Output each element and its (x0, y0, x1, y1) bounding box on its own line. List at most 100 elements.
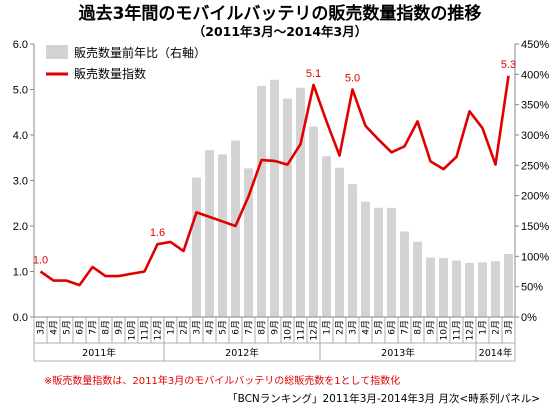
month-label-34: 1月 (478, 320, 489, 335)
bar-24 (348, 184, 357, 317)
month-label-3: 6月 (75, 320, 86, 335)
month-label-12: 3月 (192, 320, 203, 335)
index-line (39, 75, 510, 287)
bar-27 (387, 207, 396, 317)
month-label-20: 11月 (296, 320, 307, 340)
month-label-30: 9月 (426, 320, 437, 335)
month-label-15: 6月 (231, 320, 242, 335)
right-tick-label-0: 0% (521, 312, 537, 324)
year-label-1: 2012年 (225, 347, 259, 359)
month-label-36: 3月 (504, 320, 515, 335)
bar-14 (218, 154, 227, 317)
month-label-9: 12月 (153, 320, 164, 340)
month-label-28: 7月 (400, 320, 411, 335)
left-tick-label-2: 2.0 (13, 221, 28, 233)
legend: 販売数量前年比（右軸） 販売数量指数 (46, 45, 206, 81)
month-label-31: 10月 (439, 320, 450, 340)
month-label-7: 10月 (127, 320, 138, 340)
bar-18 (270, 79, 279, 317)
month-label-27: 6月 (387, 320, 398, 335)
right-tick-label-4: 200% (521, 191, 549, 203)
month-label-25: 4月 (361, 320, 372, 335)
month-label-17: 8月 (257, 320, 268, 335)
annotation-0: 1.0 (33, 255, 48, 267)
right-tick-label-3: 150% (521, 221, 549, 233)
bar-22 (322, 156, 331, 317)
bar-21 (309, 126, 318, 317)
chart-subtitle: （2011年3月～2014年3月） (193, 24, 367, 39)
bar-17 (257, 85, 266, 317)
month-label-33: 12月 (465, 320, 476, 340)
x-axis-labels: 3月 4月 5月 6月 7月 8月 9月 10月 11月 12月 1月 2月 3月 4月 5月 6月 7月 8月 9… (33, 317, 516, 362)
month-label-22: 1月 (322, 320, 333, 335)
month-label-5: 8月 (101, 320, 112, 335)
annotation-1: 1.6 (150, 227, 165, 239)
bar-36 (504, 253, 513, 317)
right-axis-ticks: 0% 50% 100% 150% 200% 250% 300% 350% 400% 450% (515, 39, 549, 324)
month-label-21: 12月 (309, 320, 320, 340)
right-tick-label-7: 350% (521, 100, 549, 112)
left-tick-label-6: 6.0 (13, 39, 28, 51)
bar-33 (465, 263, 474, 317)
bar-29 (413, 241, 422, 317)
left-tick-label-4: 4.0 (13, 130, 28, 142)
source: 「BCNランキング」2011年3月-2014年3月 月次<時系列パネル> (227, 392, 540, 405)
annotation-3: 5.0 (345, 73, 360, 85)
month-label-18: 9月 (270, 320, 281, 335)
left-axis-ticks: 0.0 1.0 2.0 3.0 4.0 5.0 6.0 (13, 39, 34, 324)
bar-20 (296, 87, 305, 318)
month-label-35: 2月 (491, 320, 502, 335)
month-label-16: 7月 (244, 320, 255, 335)
left-tick-label-5: 5.0 (13, 85, 28, 97)
month-label-2: 5月 (62, 320, 73, 335)
right-tick-label-8: 400% (521, 69, 549, 81)
bar-series (192, 79, 513, 318)
right-tick-label-2: 100% (521, 251, 549, 263)
right-tick-label-5: 250% (521, 160, 549, 172)
month-label-6: 9月 (114, 320, 125, 335)
bar-19 (283, 98, 292, 317)
bar-25 (361, 201, 370, 317)
year-label-2: 2013年 (381, 347, 415, 359)
year-label-3: 2014年 (479, 347, 513, 359)
bar-15 (231, 140, 240, 317)
left-tick-label-3: 3.0 (13, 176, 28, 188)
annotation-4: 5.3 (501, 59, 516, 71)
bar-28 (400, 231, 409, 317)
bar-30 (426, 257, 435, 317)
bar-26 (374, 207, 383, 317)
month-label-10: 1月 (166, 320, 177, 335)
bar-12 (192, 177, 201, 317)
right-tick-label-1: 50% (521, 282, 543, 294)
month-label-29: 8月 (413, 320, 424, 335)
month-label-8: 11月 (140, 320, 151, 340)
legend-bar-label: 販売数量前年比（右軸） (74, 45, 206, 60)
month-label-1: 4月 (49, 320, 60, 335)
month-label-14: 5月 (218, 320, 229, 335)
left-tick-label-1: 1.0 (13, 267, 28, 279)
bar-16 (244, 168, 253, 317)
month-label-0: 3月 (36, 320, 47, 335)
month-label-4: 7月 (88, 320, 99, 335)
bar-23 (335, 167, 344, 317)
footnote: ※販売数量指数は、2011年3月のモバイルバッテリの総販売数を1として指数化 (44, 374, 400, 387)
month-label-32: 11月 (452, 320, 463, 340)
annotation-2: 5.1 (306, 68, 321, 80)
year-label-0: 2011年 (82, 347, 116, 359)
line-series (39, 75, 510, 287)
bar-35 (491, 261, 500, 317)
right-tick-label-6: 300% (521, 130, 549, 142)
bar-31 (439, 258, 448, 317)
month-label-19: 10月 (283, 320, 294, 340)
month-label-26: 5月 (374, 320, 385, 335)
bar-13 (205, 150, 214, 317)
month-label-23: 2月 (335, 320, 346, 335)
month-label-24: 3月 (348, 320, 359, 335)
bar-34 (478, 262, 487, 317)
legend-line-label: 販売数量指数 (74, 66, 146, 81)
month-label-11: 2月 (179, 320, 190, 335)
legend-bar-swatch (46, 45, 68, 59)
month-label-13: 4月 (205, 320, 216, 335)
right-tick-label-9: 450% (521, 39, 549, 51)
